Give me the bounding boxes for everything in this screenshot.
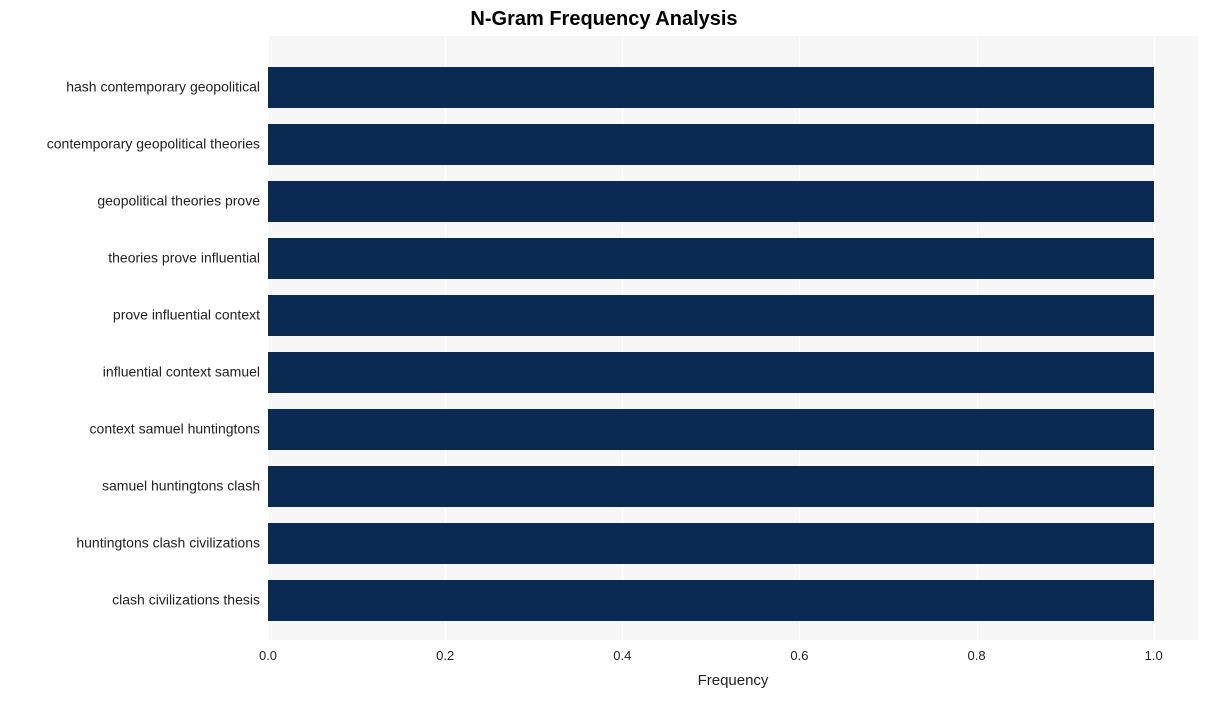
ngram-frequency-chart: N-Gram Frequency Analysis Frequency hash… (0, 0, 1208, 701)
x-tick-label: 0.8 (968, 648, 986, 663)
bar-row (268, 580, 1198, 621)
bar (268, 352, 1154, 393)
bar (268, 466, 1154, 507)
bar-row (268, 238, 1198, 279)
y-tick-label: contemporary geopolitical theories (2, 136, 260, 151)
bar (268, 124, 1154, 165)
y-tick-label: huntingtons clash civilizations (2, 535, 260, 550)
x-tick-label: 1.0 (1145, 648, 1163, 663)
bar (268, 523, 1154, 564)
x-axis-title: Frequency (268, 672, 1198, 689)
bar-row (268, 295, 1198, 336)
x-tick-label: 0.0 (259, 648, 277, 663)
bar (268, 295, 1154, 336)
bar (268, 238, 1154, 279)
y-tick-label: influential context samuel (2, 364, 260, 379)
bar (268, 67, 1154, 108)
x-tick-label: 0.4 (613, 648, 631, 663)
y-tick-label: theories prove influential (2, 250, 260, 265)
bar-row (268, 466, 1198, 507)
bar (268, 181, 1154, 222)
y-tick-label: geopolitical theories prove (2, 193, 260, 208)
bar-row (268, 67, 1198, 108)
bar-row (268, 409, 1198, 450)
bar-row (268, 523, 1198, 564)
bar-row (268, 352, 1198, 393)
bar (268, 409, 1154, 450)
y-tick-label: prove influential context (2, 307, 260, 322)
plot-area (268, 36, 1198, 640)
x-tick-label: 0.6 (790, 648, 808, 663)
y-tick-label: context samuel huntingtons (2, 421, 260, 436)
bar (268, 580, 1154, 621)
bar-row (268, 124, 1198, 165)
chart-title: N-Gram Frequency Analysis (0, 8, 1208, 31)
x-tick-label: 0.2 (436, 648, 454, 663)
y-tick-label: samuel huntingtons clash (2, 478, 260, 493)
bar-row (268, 181, 1198, 222)
y-tick-label: hash contemporary geopolitical (2, 79, 260, 94)
y-tick-label: clash civilizations thesis (2, 592, 260, 607)
